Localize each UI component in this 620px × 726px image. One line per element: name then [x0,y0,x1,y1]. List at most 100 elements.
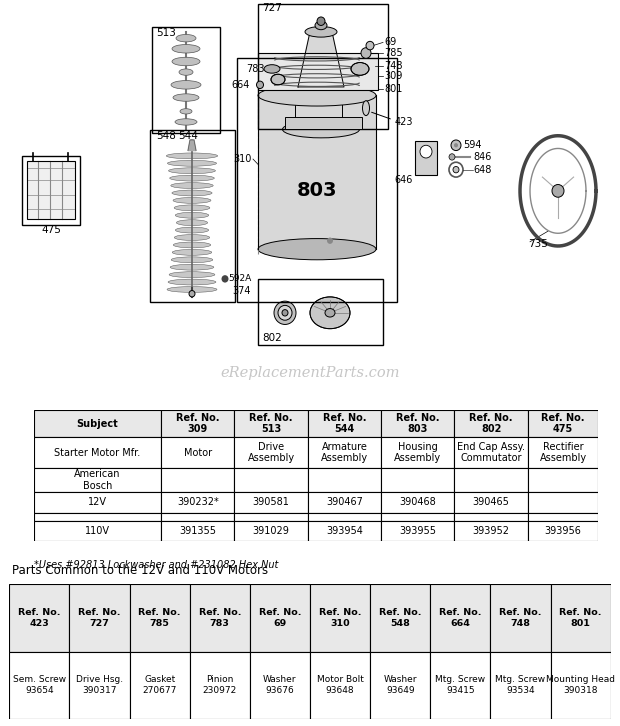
Text: Ref. No.
310: Ref. No. 310 [319,608,361,628]
Ellipse shape [453,166,459,173]
Text: 785: 785 [384,48,402,58]
Ellipse shape [172,190,212,196]
Ellipse shape [351,62,369,76]
Bar [234,521,308,541]
Bar [454,513,528,521]
Ellipse shape [257,81,264,89]
Bar [381,410,454,437]
Text: Ref. No.
548: Ref. No. 548 [379,608,422,628]
Bar [152,27,220,133]
Bar [190,652,250,719]
Ellipse shape [258,85,376,106]
Bar [285,117,362,129]
Text: 391355: 391355 [179,526,216,536]
Text: Ref. No.
803: Ref. No. 803 [396,413,440,434]
Bar [34,468,161,492]
Text: Rectifier
Assembly: Rectifier Assembly [539,441,587,463]
Text: 309: 309 [384,71,402,81]
Ellipse shape [271,74,285,85]
Bar [161,513,234,521]
Text: 423: 423 [395,117,414,127]
Ellipse shape [189,290,195,297]
Bar [34,410,161,437]
Text: 12V: 12V [88,497,107,507]
Ellipse shape [278,306,292,320]
Bar [161,437,234,468]
Bar [258,53,378,90]
Ellipse shape [173,197,211,203]
Ellipse shape [166,153,218,159]
Bar [381,492,454,513]
Bar [381,521,454,541]
Text: Ref. No.
783: Ref. No. 783 [198,608,241,628]
Text: 374: 374 [232,285,250,295]
Ellipse shape [170,264,214,270]
Ellipse shape [310,297,350,329]
Text: 391029: 391029 [252,526,290,536]
Ellipse shape [175,119,197,125]
Text: 393954: 393954 [326,526,363,536]
Bar [528,492,598,513]
Bar [295,85,342,125]
Ellipse shape [173,242,211,248]
Ellipse shape [167,287,217,293]
Text: 110V: 110V [85,526,110,536]
Circle shape [317,17,325,25]
Text: Housing
Assembly: Housing Assembly [394,441,441,463]
Polygon shape [188,140,196,150]
Text: American
Bosch: American Bosch [74,469,121,491]
Text: Sem. Screw
93654: Sem. Screw 93654 [13,675,66,695]
Text: Ref. No.
475: Ref. No. 475 [541,413,585,434]
Text: 803: 803 [297,182,337,200]
Text: Ref. No.
664: Ref. No. 664 [439,608,482,628]
Text: Ref. No.
727: Ref. No. 727 [78,608,121,628]
Text: Ref. No.
423: Ref. No. 423 [18,608,61,628]
Text: *Uses #92813 Lockwasher and #231082 Hex Nut: *Uses #92813 Lockwasher and #231082 Hex … [34,560,278,571]
Bar [9,652,69,719]
Bar [234,410,308,437]
Bar [308,521,381,541]
Text: 646: 646 [394,175,413,185]
Text: eReplacementParts.com: eReplacementParts.com [220,366,400,380]
Ellipse shape [176,34,196,42]
Bar [9,584,69,652]
Text: 393952: 393952 [472,526,510,536]
Ellipse shape [170,175,215,181]
Text: Mounting Head
390318: Mounting Head 390318 [546,675,615,695]
Polygon shape [298,32,344,87]
Ellipse shape [315,21,327,30]
Bar [161,468,234,492]
Ellipse shape [177,220,208,226]
Bar [454,468,528,492]
Circle shape [449,154,455,160]
Ellipse shape [173,94,199,101]
Text: 727: 727 [262,4,282,14]
Text: Ref. No.
801: Ref. No. 801 [559,608,602,628]
Bar [370,652,430,719]
Bar [310,584,370,652]
Text: Washer
93676: Washer 93676 [263,675,297,695]
Bar [237,58,397,302]
Bar [551,652,611,719]
Bar [308,437,381,468]
Bar [69,584,130,652]
Text: Ref. No.
544: Ref. No. 544 [322,413,366,434]
Text: Subject: Subject [77,419,118,428]
Bar [258,95,376,249]
Text: 802: 802 [262,333,281,343]
Text: 310: 310 [234,154,252,164]
Text: 664: 664 [232,80,250,90]
Text: Drive Hsg.
390317: Drive Hsg. 390317 [76,675,123,695]
Bar [161,521,234,541]
Ellipse shape [172,44,200,53]
Ellipse shape [169,168,215,174]
Ellipse shape [170,183,213,189]
Text: 390581: 390581 [252,497,290,507]
Bar [250,584,310,652]
Text: 390465: 390465 [472,497,510,507]
Bar [22,156,80,225]
Ellipse shape [171,257,213,263]
Bar [308,513,381,521]
Text: Pinion
230972: Pinion 230972 [203,675,237,695]
Text: Ref. No.
69: Ref. No. 69 [259,608,301,628]
